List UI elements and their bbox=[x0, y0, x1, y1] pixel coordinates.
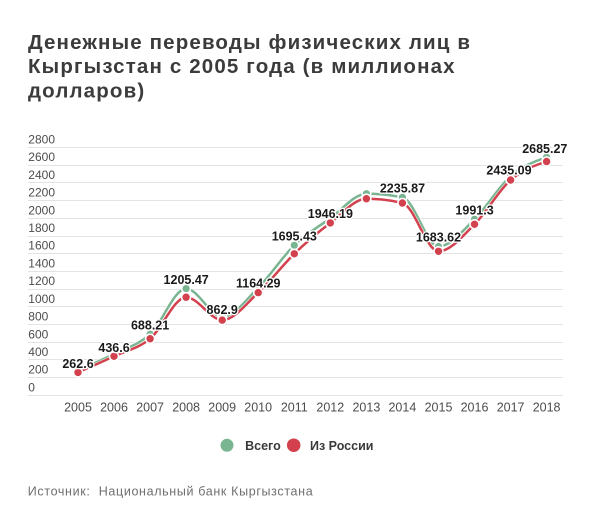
svg-text:1164.29: 1164.29 bbox=[236, 277, 281, 291]
svg-text:Источник: Национальный банк К: Источник: Национальный банк Кыргызстана bbox=[28, 484, 314, 498]
svg-text:862.9: 862.9 bbox=[207, 303, 238, 317]
svg-text:2800: 2800 bbox=[28, 133, 55, 147]
svg-text:2685.27: 2685.27 bbox=[522, 142, 567, 156]
svg-text:1600: 1600 bbox=[28, 239, 55, 253]
svg-text:400: 400 bbox=[28, 345, 48, 359]
svg-text:2200: 2200 bbox=[28, 186, 55, 200]
svg-text:1946.19: 1946.19 bbox=[308, 207, 353, 221]
svg-text:Кыргызстан с 2005 года (в милл: Кыргызстан с 2005 года (в миллионах bbox=[28, 55, 456, 78]
svg-text:688.21: 688.21 bbox=[131, 318, 169, 332]
svg-text:2435.09: 2435.09 bbox=[486, 164, 531, 178]
svg-text:0: 0 bbox=[28, 380, 35, 394]
svg-text:2015: 2015 bbox=[425, 400, 453, 414]
svg-text:1695.43: 1695.43 bbox=[272, 230, 317, 244]
svg-text:436.6: 436.6 bbox=[98, 341, 129, 355]
svg-text:2017: 2017 bbox=[497, 400, 525, 414]
svg-text:1991.3: 1991.3 bbox=[455, 203, 493, 217]
svg-text:Из России: Из России bbox=[310, 439, 373, 453]
svg-text:2011: 2011 bbox=[281, 400, 308, 414]
svg-text:1683.62: 1683.62 bbox=[416, 230, 461, 244]
svg-text:262.6: 262.6 bbox=[62, 357, 93, 371]
svg-text:1200: 1200 bbox=[28, 274, 55, 288]
svg-text:2400: 2400 bbox=[28, 168, 55, 182]
svg-text:1400: 1400 bbox=[28, 257, 55, 271]
svg-text:2006: 2006 bbox=[100, 400, 128, 414]
svg-text:2016: 2016 bbox=[461, 400, 489, 414]
svg-text:800: 800 bbox=[28, 310, 48, 324]
svg-text:2000: 2000 bbox=[28, 203, 55, 217]
svg-text:2235.87: 2235.87 bbox=[380, 181, 425, 195]
svg-text:2008: 2008 bbox=[172, 400, 200, 414]
svg-text:2012: 2012 bbox=[316, 400, 344, 414]
svg-text:200: 200 bbox=[28, 363, 48, 377]
svg-text:Всего: Всего bbox=[245, 439, 281, 453]
svg-text:2013: 2013 bbox=[352, 400, 380, 414]
svg-text:2010: 2010 bbox=[244, 400, 272, 414]
svg-text:2014: 2014 bbox=[388, 400, 416, 414]
svg-text:1800: 1800 bbox=[28, 221, 55, 235]
svg-text:2009: 2009 bbox=[208, 400, 236, 414]
svg-text:1000: 1000 bbox=[28, 292, 55, 306]
svg-text:2018: 2018 bbox=[533, 400, 561, 414]
svg-text:долларов): долларов) bbox=[28, 79, 145, 102]
svg-text:2007: 2007 bbox=[136, 400, 164, 414]
svg-text:Денежные переводы физических л: Денежные переводы физических лиц в bbox=[28, 31, 471, 54]
svg-text:2005: 2005 bbox=[64, 400, 92, 414]
svg-text:600: 600 bbox=[28, 327, 48, 341]
svg-text:1205.47: 1205.47 bbox=[164, 273, 209, 287]
svg-text:2600: 2600 bbox=[28, 150, 55, 164]
